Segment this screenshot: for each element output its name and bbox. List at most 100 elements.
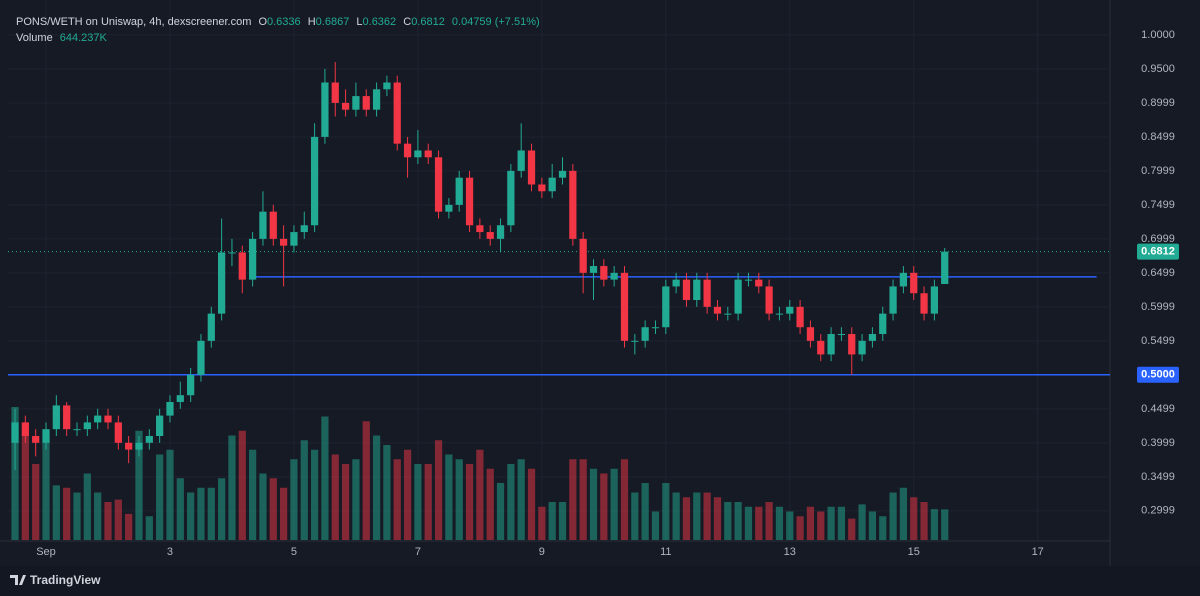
candle-body <box>321 82 329 137</box>
volume-bar <box>631 492 639 540</box>
candle-body <box>848 334 856 355</box>
candle-body <box>930 286 939 314</box>
y-tick-label: 0.7999 <box>1141 165 1175 177</box>
volume-bar <box>166 449 174 540</box>
candle-body <box>610 272 618 280</box>
volume-bar <box>104 502 112 540</box>
open-value: 0.6336 <box>267 16 301 28</box>
candle-body <box>300 225 308 233</box>
candle-body <box>744 279 753 281</box>
candle-body <box>486 232 494 239</box>
candle-body <box>868 334 877 341</box>
volume-bar <box>11 407 19 540</box>
volume-bar <box>269 478 277 540</box>
volume-bar <box>207 487 215 540</box>
volume-bar <box>796 516 804 540</box>
candle-body <box>806 327 815 341</box>
volume-bar <box>321 416 329 540</box>
candle-body <box>548 177 556 192</box>
candle-body <box>765 286 773 314</box>
last-price-box <box>1137 243 1179 260</box>
candle-body <box>187 374 195 396</box>
volume-bar <box>372 435 381 540</box>
candle-body <box>393 82 401 144</box>
volume-bar <box>538 506 546 540</box>
volume-bar <box>176 478 184 540</box>
candle-body <box>32 435 40 443</box>
volume-bar <box>765 502 773 540</box>
candle-body <box>11 422 19 443</box>
volume-bar <box>703 492 711 540</box>
volume-bar <box>920 502 928 540</box>
candle-body <box>941 251 949 284</box>
candle-body <box>827 334 835 355</box>
volume-bar <box>476 449 484 540</box>
volume-bar <box>125 513 133 540</box>
candle-body <box>589 266 598 273</box>
x-tick-label: 13 <box>784 546 796 558</box>
volume-bar <box>600 473 608 540</box>
candle-body <box>21 422 29 436</box>
candle-body <box>352 96 360 110</box>
y-tick-label: 0.8999 <box>1141 97 1175 109</box>
candle-body <box>682 279 691 301</box>
candle-body <box>414 150 422 158</box>
volume-bar <box>755 506 763 540</box>
candle-body <box>259 211 267 239</box>
candle-body <box>786 306 794 314</box>
candle-body <box>672 279 680 287</box>
candle-body <box>207 313 215 341</box>
volume-bar <box>218 478 226 540</box>
candle-body <box>145 435 153 443</box>
x-tick-label: Sep <box>36 546 56 558</box>
candle-body <box>445 204 453 212</box>
candle-body <box>94 415 102 423</box>
volume-bar <box>135 430 143 540</box>
volume-bar <box>889 492 897 540</box>
low-value: 0.6362 <box>363 16 397 28</box>
volume-bar <box>393 459 401 540</box>
candle-body <box>197 340 205 375</box>
y-tick-label: 0.7499 <box>1141 199 1175 211</box>
volume-bar <box>868 511 877 540</box>
x-tick-label: 3 <box>167 546 173 558</box>
volume-legend: Volume 644.237K <box>16 32 108 44</box>
volume-bar <box>156 454 164 540</box>
volume-bar <box>610 468 618 540</box>
volume-bar <box>651 511 660 540</box>
volume-bar <box>352 459 360 540</box>
x-tick-label: 17 <box>1032 546 1044 558</box>
change-value: 0.04759 (+7.51%) <box>452 16 540 28</box>
candle-body <box>796 306 804 328</box>
y-tick-label: 0.6499 <box>1141 267 1175 279</box>
volume-bar <box>228 435 236 540</box>
candle-body <box>910 272 918 294</box>
candle-body <box>248 238 257 280</box>
y-tick-label: 0.9500 <box>1141 63 1175 75</box>
volume-bar <box>486 468 494 540</box>
volume-bar <box>724 502 732 540</box>
volume-bar <box>279 487 288 540</box>
candle-body <box>755 279 763 287</box>
candle-body <box>372 89 381 110</box>
y-tick-label: 0.6999 <box>1141 233 1175 245</box>
volume-bar <box>910 497 918 540</box>
brand-name: TradingView <box>30 573 101 587</box>
candle-body <box>703 279 711 307</box>
volume-bar <box>786 511 794 540</box>
candle-body <box>63 405 71 430</box>
volume-bar <box>899 487 908 540</box>
volume-bar <box>589 468 598 540</box>
volume-bar <box>145 516 153 540</box>
candle-body <box>858 340 866 355</box>
volume-bar <box>806 506 815 540</box>
volume-bar <box>693 492 701 540</box>
candle-body <box>218 252 226 314</box>
candle-body <box>403 143 412 158</box>
volume-bar <box>94 492 102 540</box>
volume-bar <box>620 459 629 540</box>
candle-body <box>125 442 133 450</box>
x-tick-label: 9 <box>539 546 545 558</box>
volume-bar <box>42 440 50 540</box>
